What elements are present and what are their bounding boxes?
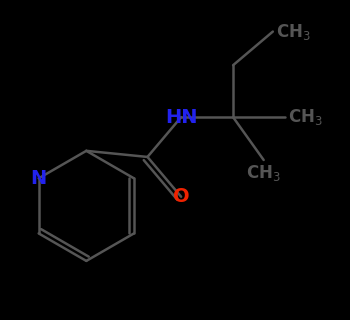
Text: HN: HN xyxy=(165,108,197,127)
Text: O: O xyxy=(173,187,189,206)
Text: CH$_3$: CH$_3$ xyxy=(288,107,323,127)
Text: CH$_3$: CH$_3$ xyxy=(246,163,281,183)
Text: CH$_3$: CH$_3$ xyxy=(276,21,311,42)
Text: N: N xyxy=(30,169,47,188)
